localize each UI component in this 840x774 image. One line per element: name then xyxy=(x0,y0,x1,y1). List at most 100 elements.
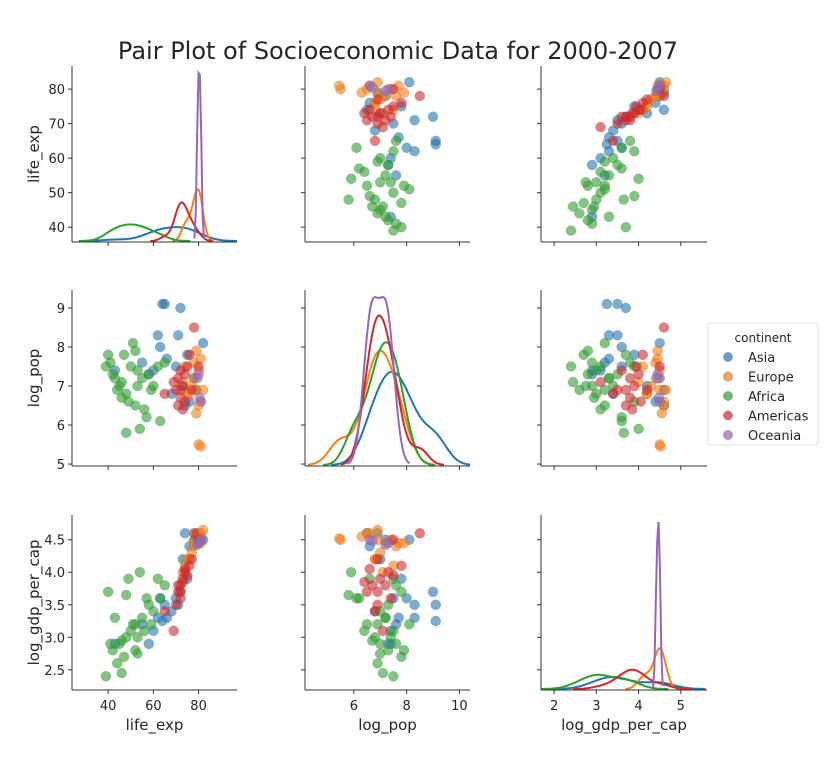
x-tick-label: 10 xyxy=(451,699,468,714)
point-americas xyxy=(635,104,646,116)
legend-label-europe: Europe xyxy=(748,371,794,386)
point-africa xyxy=(591,365,602,376)
point-africa xyxy=(367,635,378,646)
point-africa xyxy=(633,423,644,435)
point-africa xyxy=(343,589,354,601)
point-europe xyxy=(398,87,410,98)
point-asia xyxy=(401,142,412,154)
point-europe xyxy=(334,80,345,91)
point-americas xyxy=(372,553,383,565)
y-tick-label: 40 xyxy=(48,221,65,236)
point-africa xyxy=(620,221,632,233)
plot-area xyxy=(541,290,707,466)
point-americas xyxy=(624,392,636,403)
x-tick-label: 60 xyxy=(145,699,162,714)
point-americas xyxy=(159,388,170,400)
point-africa xyxy=(377,667,389,679)
point-americas xyxy=(188,322,200,333)
y-tick-label: 6 xyxy=(57,419,65,434)
legend-marker-americas xyxy=(723,410,733,421)
point-africa xyxy=(374,648,386,659)
y-tick-label: 3.0 xyxy=(44,631,65,646)
x-tick-label: 40 xyxy=(100,699,117,714)
legend-marker-africa xyxy=(723,391,733,401)
point-africa xyxy=(599,337,611,349)
point-africa xyxy=(380,170,391,181)
point-oceania xyxy=(653,392,665,403)
point-africa xyxy=(380,612,391,624)
y-tick-label: 4.0 xyxy=(44,566,65,581)
point-asia xyxy=(612,298,623,310)
x-axis-label-life_exp: life_exp xyxy=(126,716,184,735)
point-africa xyxy=(388,145,399,157)
y-tick-label: 80 xyxy=(48,83,65,98)
point-africa xyxy=(565,361,577,372)
point-africa xyxy=(132,632,143,643)
x-tick-label: 3 xyxy=(592,699,600,714)
y-tick-label: 60 xyxy=(48,152,65,167)
point-americas xyxy=(629,380,640,392)
point-africa xyxy=(139,404,150,415)
point-americas xyxy=(396,97,407,109)
y-tick-label: 7 xyxy=(57,380,65,395)
point-americas xyxy=(184,349,195,361)
point-africa xyxy=(143,369,155,380)
point-africa xyxy=(586,218,598,229)
point-asia xyxy=(154,341,166,353)
plot-area xyxy=(72,515,237,690)
point-asia xyxy=(172,330,184,341)
plot-area xyxy=(305,290,470,466)
plot-area xyxy=(541,515,707,690)
point-americas xyxy=(620,384,632,396)
point-africa xyxy=(377,201,389,212)
point-americas xyxy=(168,625,179,637)
point-oceania xyxy=(651,372,662,384)
point-oceania xyxy=(653,82,665,93)
point-africa xyxy=(588,201,600,212)
y-tick-label: 9 xyxy=(57,302,65,317)
point-africa xyxy=(152,361,164,372)
point-africa xyxy=(582,345,594,357)
point-europe xyxy=(655,441,666,452)
point-asia xyxy=(658,104,670,116)
point-asia xyxy=(179,527,191,539)
kde-curve-asia xyxy=(78,226,238,242)
point-americas xyxy=(414,90,426,102)
point-africa xyxy=(359,625,370,637)
kde-curve-oceania xyxy=(193,69,205,240)
point-africa xyxy=(595,166,606,178)
point-africa xyxy=(118,651,130,663)
point-africa xyxy=(152,573,164,585)
point-americas xyxy=(607,388,619,400)
point-africa xyxy=(367,201,378,212)
point-africa xyxy=(629,145,640,157)
point-africa xyxy=(159,580,170,591)
point-africa xyxy=(145,384,157,396)
point-asia xyxy=(430,615,441,627)
point-africa xyxy=(102,586,114,598)
panel-life_exp-vs-life_exp: 40 50 60 70 80 xyxy=(48,66,238,246)
y-axis-label-life_exp: life_exp xyxy=(25,125,44,183)
point-africa xyxy=(132,380,143,392)
y-tick-label: 8 xyxy=(57,341,65,356)
point-americas xyxy=(186,384,198,396)
point-europe xyxy=(652,345,663,357)
point-africa xyxy=(618,427,630,439)
kde-curve-oceania xyxy=(347,295,411,465)
plot-area xyxy=(541,66,707,242)
y-tick-label: 70 xyxy=(48,118,65,133)
point-africa xyxy=(145,619,157,630)
panel-log_pop-vs-log_gdp_per_cap xyxy=(537,290,707,470)
y-tick-label: 4.5 xyxy=(44,534,65,549)
point-asia xyxy=(143,638,155,650)
point-americas xyxy=(396,560,407,571)
point-africa xyxy=(361,180,373,191)
point-africa xyxy=(396,586,407,598)
kde-curve-africa xyxy=(80,223,191,242)
panel-life_exp-vs-log_gdp_per_cap xyxy=(537,66,707,246)
point-africa xyxy=(100,361,112,372)
point-asia xyxy=(157,615,168,627)
point-africa xyxy=(136,612,148,624)
point-africa xyxy=(134,423,146,435)
